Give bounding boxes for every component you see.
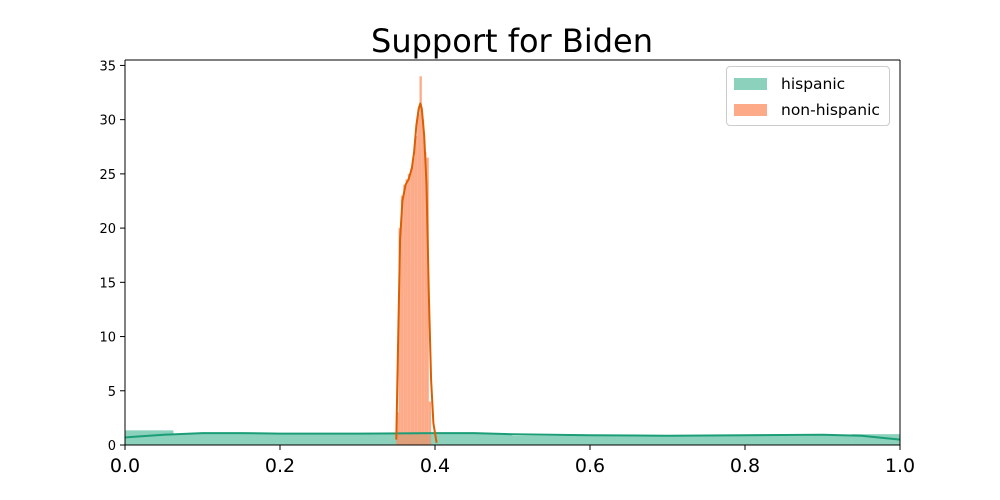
- y-tick-label: 20: [99, 222, 116, 237]
- x-tick-label: 0.2: [265, 455, 295, 477]
- legend-label-non-hispanic: non-hispanic: [781, 101, 880, 119]
- y-tick-label: 35: [99, 59, 116, 74]
- y-tick-label: 10: [99, 331, 116, 346]
- bar-hispanic-3: [851, 434, 900, 445]
- histogram-bars: [125, 76, 900, 446]
- bar-non-hispanic-11: [421, 119, 425, 445]
- bar-non-hispanic-8: [414, 135, 418, 445]
- bar-hispanic-1: [173, 433, 513, 445]
- bar-non-hispanic-2: [400, 195, 404, 445]
- legend-label-hispanic: hispanic: [781, 75, 846, 93]
- kde-line-hispanic: [124, 432, 901, 441]
- legend-swatch-hispanic: [734, 78, 767, 90]
- y-tick-label: 15: [99, 276, 116, 291]
- bar-non-hispanic-6: [410, 168, 413, 446]
- bar-non-hispanic-1: [398, 228, 401, 445]
- axes: 0.0 0.2 0.4 0.6 0.8 1.0 0 5 10 15 20 25 30 35: [99, 59, 915, 477]
- bar-non-hispanic-4: [405, 179, 408, 445]
- x-tick-label: 0.0: [110, 455, 140, 477]
- bar-non-hispanic-13: [426, 157, 429, 445]
- kde-curves: [124, 102, 901, 443]
- y-tick-label: 0: [108, 439, 116, 454]
- bar-non-hispanic-7: [412, 157, 415, 445]
- bar-non-hispanic-3: [403, 184, 406, 445]
- chart-title: Support for Biden: [371, 22, 653, 60]
- y-tick-label: 25: [99, 168, 116, 183]
- y-tick-label: 5: [108, 385, 116, 400]
- bar-non-hispanic-14: [428, 401, 432, 445]
- x-tick-label: 0.4: [420, 455, 450, 477]
- bar-non-hispanic-10: [419, 76, 422, 445]
- legend: hispanic non-hispanic: [726, 66, 890, 126]
- bar-non-hispanic-9: [417, 114, 420, 446]
- legend-item-hispanic: hispanic: [734, 74, 845, 94]
- x-tick-label: 0.8: [730, 455, 760, 477]
- legend-item-non-hispanic: non-hispanic: [734, 100, 880, 120]
- x-tick-label: 0.6: [575, 455, 605, 477]
- bar-hispanic-2: [512, 435, 852, 445]
- bar-non-hispanic-12: [424, 152, 427, 445]
- legend-swatch-non-hispanic: [734, 104, 767, 116]
- x-tick-label: 1.0: [885, 455, 915, 477]
- kde-line-non-hispanic: [395, 102, 438, 443]
- bar-non-hispanic-5: [407, 173, 411, 446]
- y-tick-label: 30: [99, 114, 116, 129]
